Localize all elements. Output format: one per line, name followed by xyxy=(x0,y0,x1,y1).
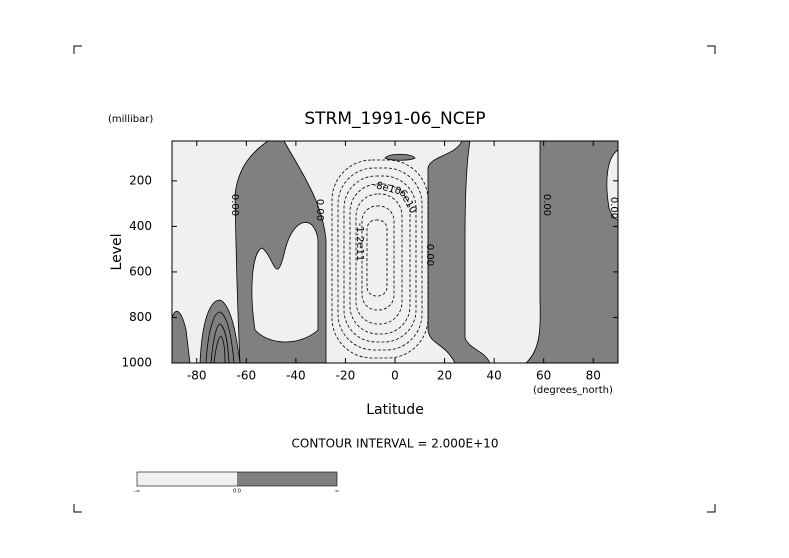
contour-label: 0.00 xyxy=(608,197,619,219)
contour-label: 0.00 xyxy=(229,194,240,216)
colorbar-label: 0.0 xyxy=(233,489,241,495)
x-tick-label: -80 xyxy=(187,369,207,383)
colorbar-swatch xyxy=(237,472,337,486)
x-tick-label: 40 xyxy=(486,369,501,383)
colorbar-swatch xyxy=(137,472,237,486)
contour-label: 0.00 xyxy=(314,199,325,221)
subtitle: CONTOUR INTERVAL = 2.000E+10 xyxy=(292,437,499,451)
negative-contours xyxy=(331,159,429,359)
contour-label: 0.00 xyxy=(541,194,552,216)
x-units: (degrees_north) xyxy=(533,385,613,396)
colorbar-label: ∞ xyxy=(335,489,339,495)
contour-label: 0.00 xyxy=(424,244,435,266)
y-tick-label: 1000 xyxy=(121,356,152,370)
x-axis-label: Latitude xyxy=(366,402,424,418)
x-tick-label: 80 xyxy=(586,369,601,383)
y-tick-label: 400 xyxy=(129,219,152,233)
y-tick-label: 800 xyxy=(129,310,152,324)
x-tick-label: 60 xyxy=(536,369,551,383)
y-tick-label: 200 xyxy=(129,173,152,187)
positive-contours xyxy=(205,311,235,364)
y-axis-label: Level xyxy=(109,234,125,271)
y-units: (millibar) xyxy=(108,114,153,125)
y-tick-label: 600 xyxy=(129,264,152,278)
x-tick-label: -60 xyxy=(237,369,257,383)
colorbar xyxy=(136,471,338,487)
x-tick-label: 0 xyxy=(391,369,399,383)
negative-regions xyxy=(251,222,319,343)
x-tick-label: -20 xyxy=(336,369,356,383)
x-tick-label: 20 xyxy=(437,369,452,383)
x-tick-label: -40 xyxy=(286,369,306,383)
corner-marks xyxy=(73,45,716,513)
colorbar-frame xyxy=(136,471,338,487)
contour-label: -1.2e11 xyxy=(354,223,365,261)
plot-area xyxy=(171,140,619,364)
colorbar-label: -∞ xyxy=(134,489,140,495)
chart-title: STRM_1991-06_NCEP xyxy=(304,109,485,129)
